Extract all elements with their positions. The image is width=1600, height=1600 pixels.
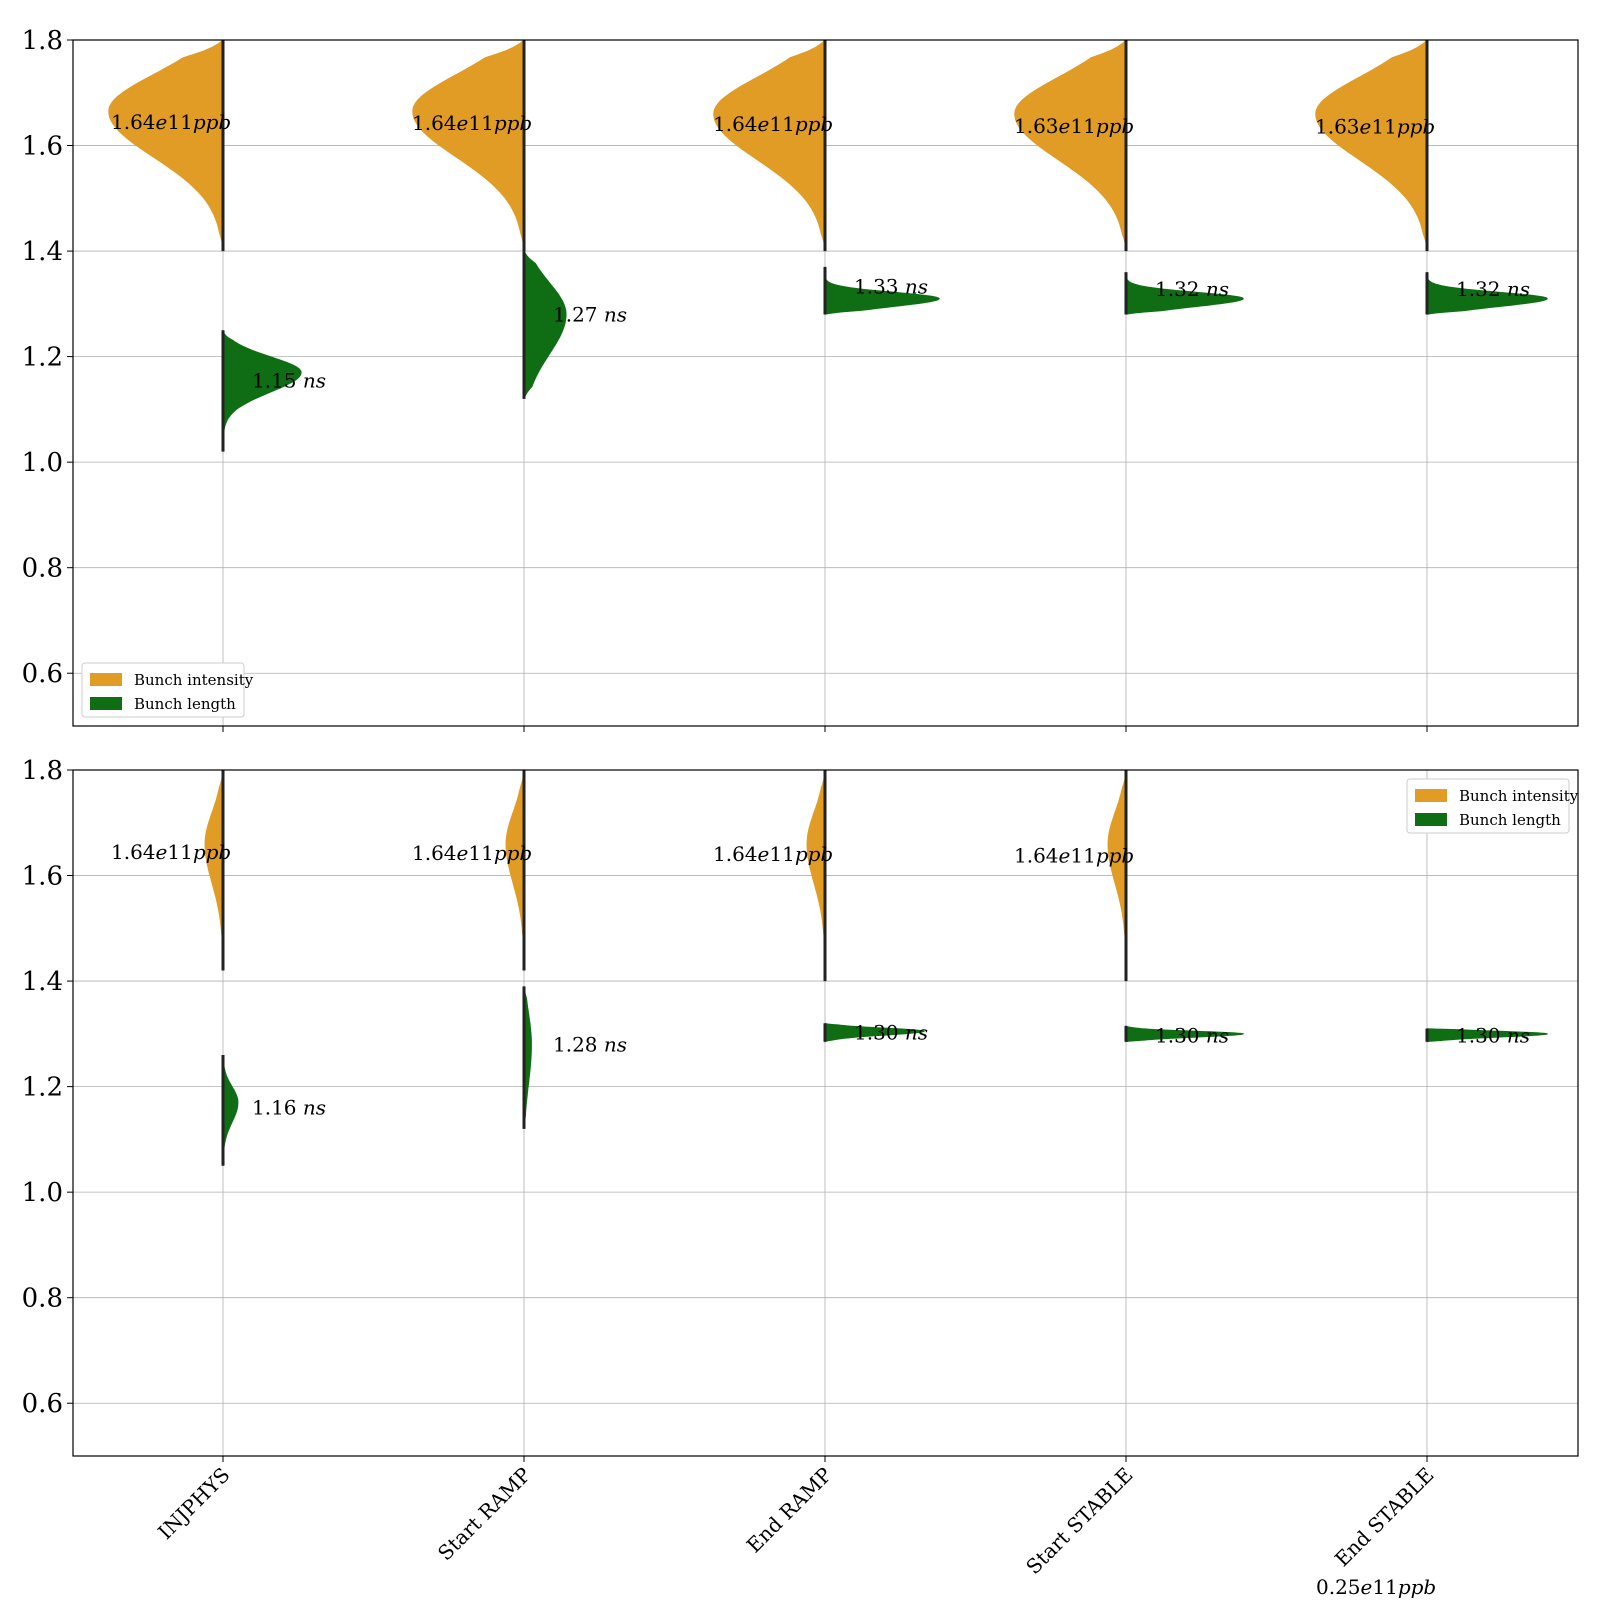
y-tick-label-1-0: 1.0 xyxy=(22,448,63,478)
value-label-bunch-intensity-injphys: 1.64e11ppb xyxy=(111,840,231,864)
y-tick-label-0-8: 0.8 xyxy=(22,1284,63,1314)
y-tick-label-1-2: 1.2 xyxy=(22,343,63,373)
violin-bunch-intensity-injphys xyxy=(108,39,224,252)
value-label-bunch-intensity-start-stable: 1.64e11ppb xyxy=(1014,843,1134,867)
top-panel: 0.6 0.8 1.0 1.2 1.4 1.6 1.8 1.64e11ppb 1.64e11pp… xyxy=(22,26,1579,732)
x-tick-label-injphys: INJPHYS xyxy=(153,1463,234,1544)
value-label-bunch-intensity-start-ramp: 1.64e11ppb xyxy=(412,841,532,865)
x-axis-tick-labels: INJPHYS Start RAMP End RAMP Start STABLE End… xyxy=(153,1463,1438,1579)
legend-box xyxy=(81,662,245,718)
legend-label-bunch-intensity: Bunch intensity xyxy=(134,671,254,689)
value-label-bunch-length-injphys: 1.16 ns xyxy=(252,1096,326,1120)
violin-bunch-intensity-start-stable xyxy=(1014,39,1127,252)
y-tick-label-1-4: 1.4 xyxy=(22,967,63,997)
value-label-bunch-length-start-ramp: 1.28 ns xyxy=(553,1032,627,1056)
value-label-bunch-length-start-stable: 1.32 ns xyxy=(1155,277,1229,301)
value-label-bunch-intensity-end-ramp: 1.64e11ppb xyxy=(713,842,833,866)
x-tick-label-start-stable: Start STABLE xyxy=(1021,1463,1137,1579)
violin-bunch-length-start-stable xyxy=(1125,1025,1245,1043)
axes-frame xyxy=(72,39,1579,727)
value-label-bunch-length-end-stable: 1.32 ns xyxy=(1456,277,1530,301)
x-tick-label-end-stable: End STABLE xyxy=(1330,1463,1439,1572)
y-tick-label-1-6: 1.6 xyxy=(22,132,63,162)
value-label-bunch-intensity-end-stable: 1.63e11ppb xyxy=(1315,115,1435,139)
value-label-bunch-intensity-start-ramp: 1.64e11ppb xyxy=(412,111,532,135)
y-tick-label-0-6: 0.6 xyxy=(22,659,63,689)
violin-bunch-length-end-ramp xyxy=(824,1022,925,1043)
y-tick-label-1-6: 1.6 xyxy=(22,862,63,892)
legend-swatch-bunch-length xyxy=(90,697,122,710)
value-label-bunch-length-start-ramp: 1.27 ns xyxy=(553,302,627,326)
violin-bunch-length-injphys xyxy=(222,1054,239,1166)
axes-frame xyxy=(72,769,1579,1457)
value-label-bunch-intensity-end-ramp: 1.64e11ppb xyxy=(713,112,833,136)
y-tick-label-1-0: 1.0 xyxy=(22,1178,63,1208)
legend-box xyxy=(1406,778,1570,834)
y-tick-label-1-2: 1.2 xyxy=(22,1073,63,1103)
intensity-scale-note: 0.25e11ppb xyxy=(1316,1575,1436,1599)
value-label-bunch-length-start-stable: 1.30 ns xyxy=(1155,1023,1229,1047)
bottom-panel: 0.6 0.8 1.0 1.2 1.4 1.6 1.8 1.64e11ppb 1.64e11pp… xyxy=(22,756,1579,1462)
legend-label-bunch-length: Bunch length xyxy=(1459,811,1561,829)
x-tick-label-end-ramp: End RAMP xyxy=(742,1463,837,1558)
value-label-bunch-intensity-start-stable: 1.63e11ppb xyxy=(1014,114,1134,138)
y-tick-label-1-4: 1.4 xyxy=(22,237,63,267)
y-tick-label-0-8: 0.8 xyxy=(22,554,63,584)
violin-bunch-intensity-start-ramp xyxy=(505,769,525,971)
value-label-bunch-intensity-injphys: 1.64e11ppb xyxy=(111,110,231,134)
violin-bunch-intensity-injphys xyxy=(204,769,224,971)
violin-bunch-length-end-stable xyxy=(1426,1028,1549,1043)
value-label-bunch-length-injphys: 1.15 ns xyxy=(252,368,326,392)
value-label-bunch-length-end-ramp: 1.30 ns xyxy=(854,1020,928,1044)
value-label-bunch-length-end-stable: 1.30 ns xyxy=(1456,1023,1530,1047)
legend-swatch-bunch-intensity xyxy=(90,673,122,686)
violin-bunch-length-start-ramp xyxy=(523,250,567,399)
legend-label-bunch-intensity: Bunch intensity xyxy=(1459,787,1579,805)
legend-label-bunch-length: Bunch length xyxy=(134,695,236,713)
legend-swatch-bunch-intensity xyxy=(1415,789,1447,802)
legend-swatch-bunch-length xyxy=(1415,813,1447,826)
legend: Bunch intensity Bunch length xyxy=(81,662,254,718)
x-tick-label-start-ramp: Start RAMP xyxy=(433,1463,536,1566)
y-tick-label-1-8: 1.8 xyxy=(22,26,63,56)
legend: Bunch intensity Bunch length xyxy=(1406,778,1579,834)
violin-bunch-intensity-start-ramp xyxy=(412,39,525,252)
violin-bunch-intensity-end-ramp xyxy=(713,39,826,252)
y-tick-label-1-8: 1.8 xyxy=(22,756,63,786)
y-tick-label-0-6: 0.6 xyxy=(22,1389,63,1419)
violin-bunch-intensity-end-stable xyxy=(1315,39,1428,252)
violin-bunch-length-start-ramp xyxy=(523,986,532,1129)
value-label-bunch-length-end-ramp: 1.33 ns xyxy=(854,274,928,298)
